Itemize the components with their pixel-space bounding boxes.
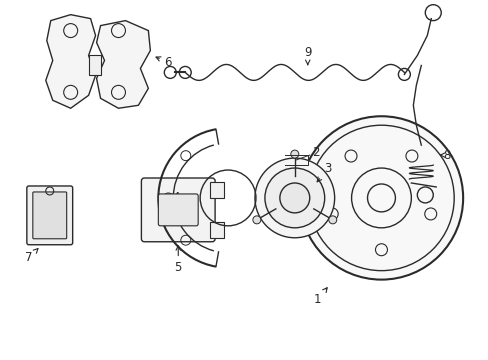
Text: 1: 1 <box>313 288 326 306</box>
Text: 2: 2 <box>311 145 319 159</box>
FancyBboxPatch shape <box>141 178 215 242</box>
FancyBboxPatch shape <box>27 186 73 245</box>
FancyBboxPatch shape <box>210 222 224 238</box>
Text: 8: 8 <box>439 149 450 162</box>
FancyBboxPatch shape <box>158 194 198 226</box>
Text: 5: 5 <box>174 246 182 274</box>
Polygon shape <box>46 15 95 108</box>
Circle shape <box>299 116 462 280</box>
Circle shape <box>264 168 324 228</box>
Text: 3: 3 <box>317 162 331 182</box>
Text: 7: 7 <box>25 248 38 264</box>
Text: 4: 4 <box>172 192 192 204</box>
Circle shape <box>252 216 260 224</box>
Circle shape <box>290 150 298 158</box>
Polygon shape <box>96 21 150 108</box>
Text: 9: 9 <box>304 46 311 65</box>
Text: 6: 6 <box>156 56 172 69</box>
FancyBboxPatch shape <box>210 182 224 198</box>
Circle shape <box>279 183 309 213</box>
FancyBboxPatch shape <box>33 192 66 239</box>
Circle shape <box>328 216 336 224</box>
Polygon shape <box>88 55 101 75</box>
Circle shape <box>254 158 334 238</box>
